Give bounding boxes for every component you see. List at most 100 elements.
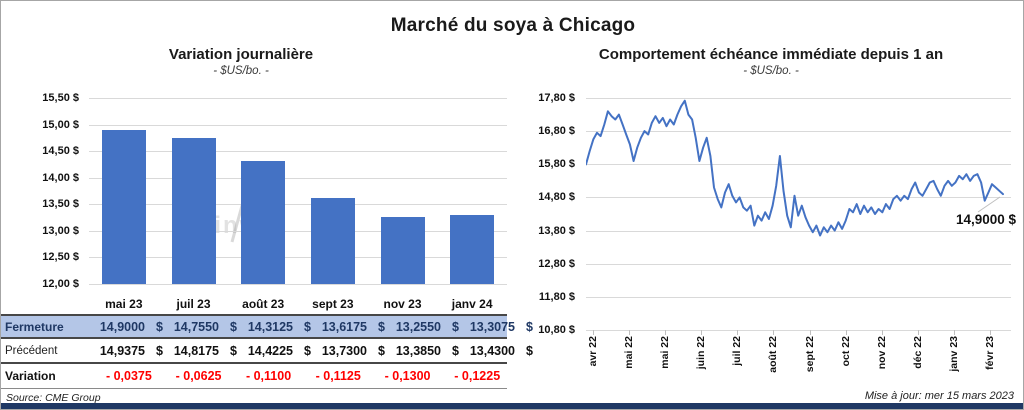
y-axis-label: 14,80 $	[538, 191, 575, 204]
gridline	[586, 164, 1011, 166]
axis-tick	[917, 330, 919, 335]
cell-value: 14,4225	[247, 343, 293, 358]
line-chart-subtitle: - $US/bo. -	[743, 65, 799, 77]
y-axis-label: 11,80 $	[538, 290, 575, 303]
cell-value: 13,4300	[469, 343, 515, 358]
table-cell: - 0,1300	[368, 369, 438, 383]
gridline	[89, 284, 507, 285]
x-axis-label: avr 22	[587, 336, 599, 367]
table-cell: 14,8175 $	[163, 344, 237, 358]
y-axis-label: 15,50 $	[42, 92, 79, 104]
column-header: sept 23	[312, 297, 354, 311]
x-axis-label: mai 22	[623, 336, 636, 369]
cell-value: - 0,1125	[315, 369, 361, 383]
update-note: Mise à jour: mer 15 mars 2023	[864, 390, 1014, 402]
currency-symbol: $	[304, 319, 311, 334]
gridline	[586, 296, 1011, 298]
bar	[171, 137, 216, 284]
axis-tick	[701, 330, 703, 335]
y-axis-label: 15,00 $	[42, 118, 79, 131]
column-header: mai 23	[105, 297, 143, 311]
axis-tick	[737, 330, 739, 335]
y-axis-label: 14,50 $	[42, 145, 79, 158]
price-annotation: 14,9000 $	[955, 212, 1016, 227]
cell-value: 14,8175	[173, 343, 219, 358]
gridline	[89, 124, 507, 126]
cell-value: 13,2550	[395, 319, 441, 334]
page-title: Marché du soya à Chicago	[390, 15, 636, 36]
cell-value: 14,7550	[173, 319, 219, 334]
currency-symbol: $	[230, 343, 237, 358]
table-cell: 13,3075 $	[459, 320, 533, 334]
table-cell: 13,3850 $	[385, 344, 459, 358]
table-cell: 14,4225 $	[237, 344, 311, 358]
gridline	[89, 257, 507, 259]
column-header: janv 24	[451, 297, 493, 311]
axis-tick	[593, 330, 594, 335]
gridline	[586, 330, 1011, 331]
currency-symbol: $	[378, 319, 385, 334]
column-header: juil 23	[176, 297, 211, 311]
x-axis-label: oct 22	[839, 336, 852, 367]
table-cell: 13,4300 $	[459, 344, 533, 358]
bar	[380, 217, 425, 284]
bar	[310, 198, 355, 284]
table-cell: - 0,0625	[159, 369, 229, 383]
currency-symbol: $	[304, 343, 311, 358]
line-y-axis: 17,80 $ 16,80 $ 15,80 $ 14,80 $ 13,80 $ 12,80…	[519, 92, 581, 336]
line-x-axis: avr 22 mai 22 mai 22 juin 22 juil 22 août 22 s…	[586, 330, 1011, 395]
gridline	[586, 131, 1011, 133]
cell-value: 14,3125	[247, 319, 293, 334]
currency-symbol: $	[452, 319, 459, 334]
axis-tick	[809, 330, 811, 335]
currency-symbol: $	[230, 319, 237, 334]
cell-value: - 0,1300	[384, 369, 431, 383]
axis-tick	[990, 330, 991, 335]
bar-plot: grainwiz	[89, 98, 507, 285]
row-label: Précédent	[5, 344, 58, 357]
y-axis-label: 13,00 $	[42, 224, 79, 237]
gridline	[89, 98, 507, 99]
gridline	[89, 177, 507, 179]
currency-symbol: $	[378, 343, 385, 358]
table-cell: - 0,1125	[298, 369, 368, 383]
x-axis-label: sept 22	[803, 336, 816, 373]
table-row: Fermeture 14,9000 $14,7550 $14,3125 $13,6175…	[1, 314, 533, 339]
x-axis-label: févr 23	[984, 336, 996, 370]
price-line	[586, 99, 1004, 237]
summary-table: mai 23 juil 23 août 23 sept 23 nov 23 janv 24…	[1, 294, 533, 389]
currency-symbol: $	[452, 343, 459, 358]
line-chart-title: Comportement échéance immédiate depuis 1…	[598, 46, 944, 63]
y-axis-label: 16,80 $	[538, 125, 575, 138]
annotation-leader-line	[977, 196, 1001, 213]
bar-chart-subtitle: - $US/bo. -	[213, 65, 269, 77]
row-label: Variation	[5, 369, 56, 383]
cell-value: 13,6175	[321, 319, 367, 334]
x-axis-label: déc 22	[911, 336, 924, 369]
cell-value: 14,9375	[99, 343, 145, 358]
y-axis-label: 10,80 $	[538, 324, 575, 336]
x-axis-label: août 22	[767, 336, 780, 373]
cell-value: - 0,1100	[245, 369, 292, 383]
table-cell: - 0,0375	[89, 369, 159, 383]
cell-value: 13,7300	[321, 343, 367, 358]
table-cell: 14,3125 $	[237, 320, 311, 334]
cell-value: 13,3850	[395, 343, 441, 358]
bar	[450, 214, 495, 284]
table-row: Précédent 14,9375 $14,8175 $14,4225 $13,7300…	[1, 339, 533, 364]
x-axis-label: nov 22	[875, 336, 888, 370]
y-axis-label: 14,00 $	[42, 171, 79, 184]
y-axis-label: 12,00 $	[42, 278, 79, 290]
row-label: Fermeture	[5, 319, 64, 334]
table-cell: 14,9375 $	[89, 344, 163, 358]
cell-value: - 0,0375	[105, 369, 152, 383]
gridline	[586, 98, 1011, 99]
y-axis-label: 13,50 $	[42, 198, 79, 211]
currency-symbol: $	[156, 319, 163, 334]
gridline	[89, 230, 507, 232]
bar	[241, 161, 286, 284]
x-axis-label: juil 22	[731, 336, 744, 366]
table-header-row: mai 23 juil 23 août 23 sept 23 nov 23 janv 24	[1, 294, 507, 314]
gridline	[586, 197, 1011, 199]
